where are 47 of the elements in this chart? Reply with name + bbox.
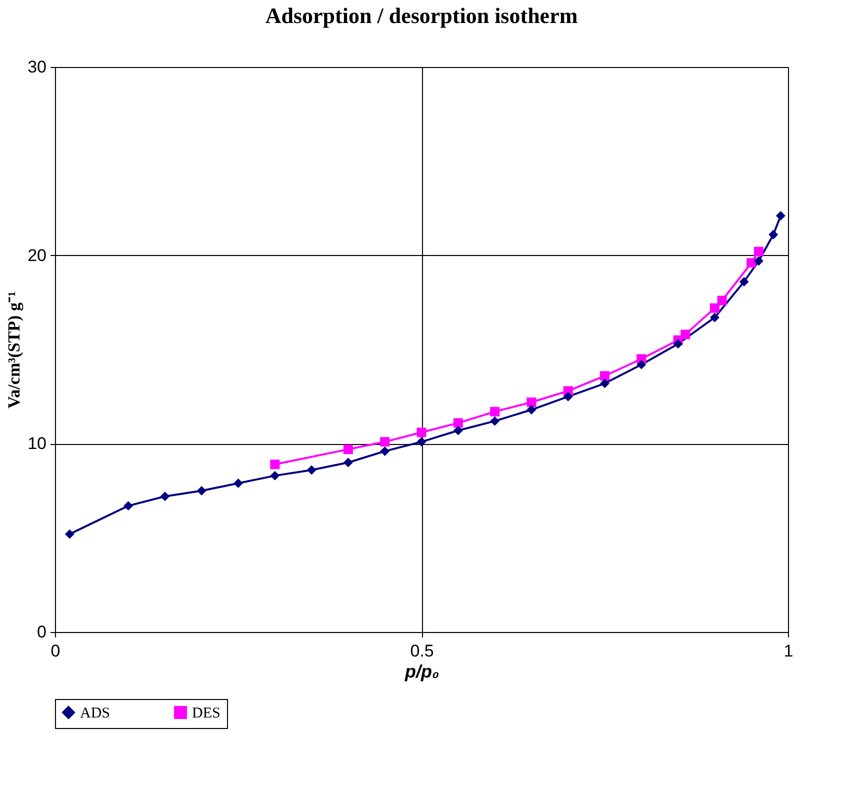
- point: [739, 276, 749, 286]
- x-tick-label: 0.5: [410, 642, 434, 660]
- point: [343, 458, 353, 468]
- x-tick-label: 0: [50, 642, 60, 660]
- y-axis-title: Va/cm³(STP) g⁻¹: [4, 291, 24, 409]
- point: [680, 330, 690, 340]
- point: [754, 246, 764, 256]
- point: [124, 501, 134, 511]
- point: [64, 529, 74, 539]
- x-tick-label: 1: [784, 642, 794, 660]
- legend-label: DES: [192, 706, 220, 722]
- point: [673, 339, 683, 349]
- point: [526, 405, 536, 415]
- point: [717, 296, 727, 306]
- point: [746, 258, 756, 268]
- point: [636, 360, 646, 370]
- point: [710, 312, 720, 322]
- point: [160, 492, 170, 502]
- point: [416, 437, 426, 447]
- point: [270, 460, 280, 470]
- y-tick-label: 30: [28, 58, 46, 76]
- point: [600, 371, 610, 381]
- point: [453, 418, 463, 428]
- legend-label: ADS: [80, 706, 110, 722]
- x-axis-title: p/p₀: [404, 662, 440, 682]
- point: [416, 428, 426, 438]
- point: [563, 392, 573, 402]
- y-tick-label: 10: [28, 434, 46, 454]
- point: [306, 465, 316, 475]
- y-tick-label: 20: [28, 246, 46, 265]
- point: [490, 416, 500, 426]
- point: [776, 211, 786, 221]
- point: [526, 397, 536, 407]
- point: [234, 478, 243, 488]
- point: [754, 256, 764, 266]
- point: [600, 378, 610, 388]
- point: [490, 406, 500, 416]
- point: [380, 446, 390, 456]
- point: [196, 486, 206, 496]
- y-tick-label: 0: [37, 622, 46, 642]
- point: [453, 426, 463, 436]
- point: [343, 444, 353, 454]
- point: [768, 230, 778, 240]
- point: [380, 437, 390, 447]
- point: [710, 303, 720, 313]
- point: [270, 470, 280, 480]
- chart-title: Adsorption / desorption isotherm: [265, 3, 578, 28]
